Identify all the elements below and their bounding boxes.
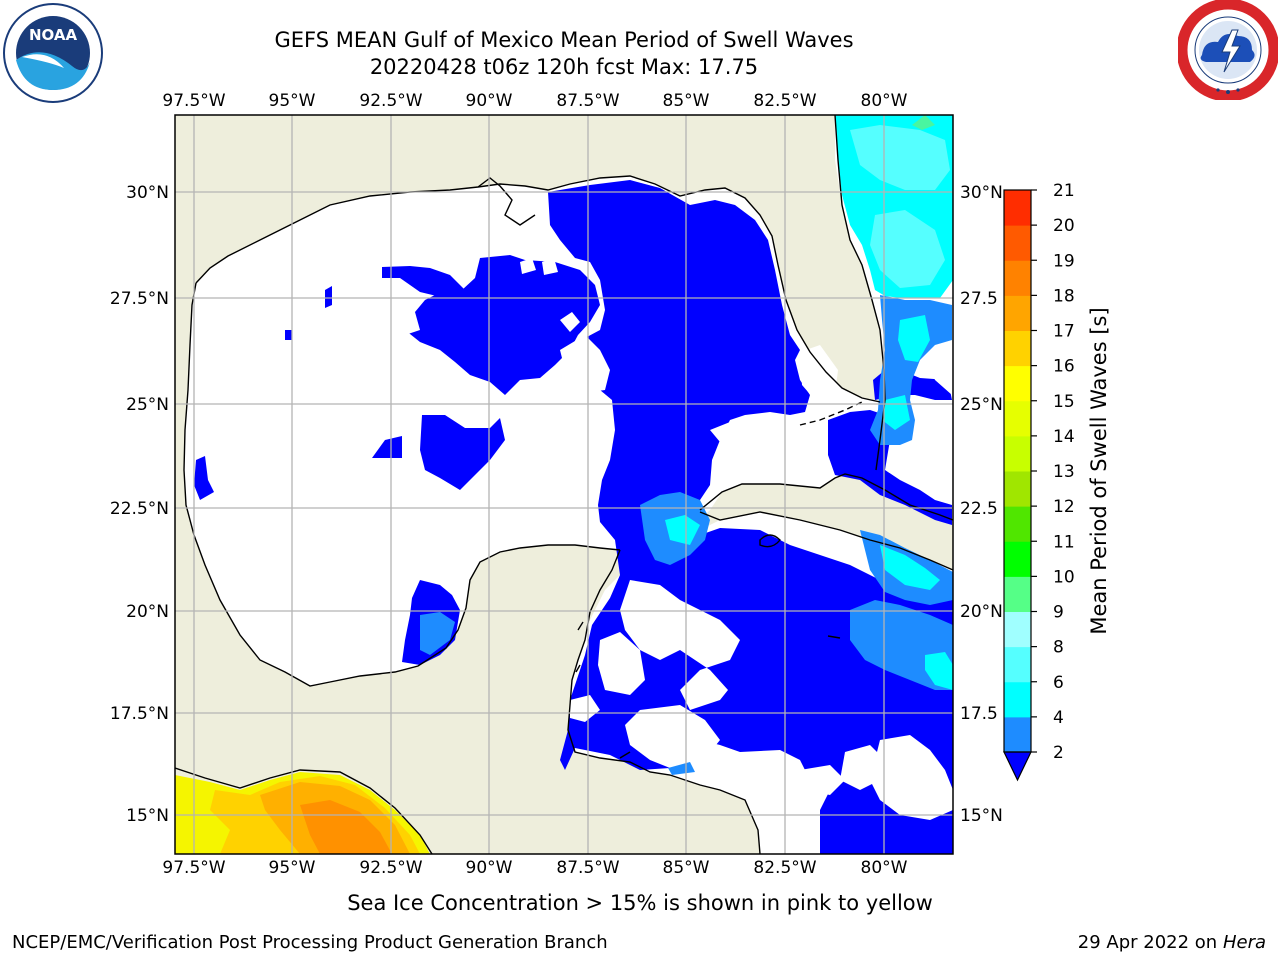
graticule — [175, 115, 953, 854]
chart-subtitle: 20220428 t06z 120h fcst Max: 17.75 — [369, 55, 759, 79]
colorbar-segment — [1004, 260, 1031, 296]
footer-host: Hera — [1222, 932, 1266, 953]
colorbar-segment — [1004, 681, 1031, 718]
lat-label: 20°N — [960, 602, 1003, 622]
colorbar-tick-label: 4 — [1053, 708, 1064, 728]
colorbar-tick-label: 17 — [1053, 322, 1075, 342]
lon-label: 85°W — [663, 91, 710, 111]
colorbar-tick-label: 6 — [1053, 673, 1064, 693]
colorbar-segment — [1004, 295, 1031, 331]
colorbar-segment — [1004, 506, 1031, 542]
footer-credit: NCEP/EMC/Verification Post Processing Pr… — [12, 932, 608, 953]
colorbar-segment — [1004, 646, 1031, 683]
lat-label: 15°N — [126, 806, 169, 826]
chart-title: GEFS MEAN Gulf of Mexico Mean Period of … — [274, 28, 854, 52]
lon-label: 82.5°W — [753, 858, 816, 878]
noaa-logo-text: NOAA — [29, 26, 78, 44]
colorbar-tick-label: 12 — [1053, 497, 1075, 517]
lat-label: 25°N — [126, 395, 169, 415]
lon-labels-bottom: 97.5°W 95°W 92.5°W 90°W 87.5°W 85°W 82.5… — [162, 858, 907, 878]
pacific-swell — [175, 772, 430, 854]
lon-label: 87.5°W — [556, 858, 619, 878]
lon-label: 90°W — [466, 91, 513, 111]
swell-band-9-10 — [912, 115, 935, 130]
colorbar-tick-label: 19 — [1053, 251, 1075, 271]
colorbar-tick-label: 9 — [1053, 603, 1064, 623]
colorbar-extend — [1003, 751, 1032, 782]
lon-label: 97.5°W — [162, 858, 225, 878]
lat-label: 22.5°N — [110, 499, 169, 519]
lat-labels-left: 30°N 27.5°N 25°N 22.5°N 20°N 17.5°N 15°N — [110, 183, 169, 826]
lon-label: 80°W — [861, 91, 908, 111]
colorbar: 2 4 6 8 9 10 11 12 13 14 15 16 17 18 19 20 21 — [1003, 181, 1075, 782]
lat-label: 17.5 — [960, 704, 998, 724]
lat-label: 22.5 — [960, 499, 998, 519]
lon-labels-top: 97.5°W 95°W 92.5°W 90°W 87.5°W 85°W 82.5… — [162, 91, 907, 111]
colorbar-tick-label: 21 — [1053, 181, 1075, 201]
lon-label: 80°W — [861, 858, 908, 878]
colorbar-tick-label: 2 — [1053, 743, 1064, 763]
swell-band-8-9 — [850, 125, 950, 288]
colorbar-segment — [1004, 716, 1031, 753]
coastlines — [183, 115, 953, 854]
colorbar-segment — [1004, 435, 1031, 472]
lat-labels-right: 30°N 27.5 25°N 22.5 20°N 17.5 15°N — [960, 183, 1003, 826]
colorbar-tick-label: 20 — [1053, 216, 1075, 236]
swell-gaps — [402, 258, 953, 820]
lon-label: 97.5°W — [162, 91, 225, 111]
colorbar-segment — [1004, 330, 1031, 367]
lon-label: 85°W — [663, 858, 710, 878]
lon-label: 90°W — [466, 858, 513, 878]
colorbar-segment — [1004, 611, 1031, 648]
colorbar-tick-label: 15 — [1053, 392, 1075, 412]
colorbar-tick-label: 14 — [1053, 427, 1075, 447]
swell-band-2-4 — [194, 180, 953, 854]
lon-label: 87.5°W — [556, 91, 619, 111]
lon-label: 95°W — [269, 91, 316, 111]
colorbar-segment — [1004, 365, 1031, 402]
colorbar-tick-label: 8 — [1053, 638, 1064, 658]
lat-label: 25°N — [960, 395, 1003, 415]
lat-label: 27.5°N — [110, 289, 169, 309]
lat-label: 20°N — [126, 602, 169, 622]
noaa-logo: NOAA — [3, 3, 103, 103]
lon-label: 92.5°W — [359, 91, 422, 111]
colorbar-segment — [1004, 471, 1031, 507]
lat-label: 15°N — [960, 806, 1003, 826]
lat-label: 17.5°N — [110, 704, 169, 724]
map-frame — [174, 114, 954, 855]
sea-ice-note: Sea Ice Concentration > 15% is shown in … — [347, 891, 933, 915]
colorbar-tick-label: 11 — [1053, 532, 1075, 552]
pacific-coastline — [175, 767, 433, 854]
colorbar-segment — [1004, 576, 1031, 612]
footer-date: 29 Apr 2022 on Hera — [1078, 932, 1266, 953]
colorbar-tick-label: 18 — [1053, 286, 1075, 306]
footer-date-text: 29 Apr 2022 on — [1077, 932, 1223, 953]
lon-label: 95°W — [269, 858, 316, 878]
colorbar-label: Mean Period of Swell Waves [s] — [1087, 307, 1111, 634]
lat-label: 27.5 — [960, 289, 998, 309]
map-area — [175, 115, 953, 854]
nws-logo — [1178, 0, 1278, 100]
colorbar-segment — [1004, 225, 1031, 261]
colorbar-tick-label: 13 — [1053, 462, 1075, 482]
lat-label: 30°N — [960, 183, 1003, 203]
lon-label: 82.5°W — [753, 91, 816, 111]
colorbar-segment — [1004, 190, 1031, 226]
lon-label: 92.5°W — [359, 858, 422, 878]
colorbar-tick-label: 10 — [1053, 567, 1075, 587]
lat-label: 30°N — [126, 183, 169, 203]
colorbar-segment — [1004, 400, 1031, 437]
colorbar-tick-label: 16 — [1053, 357, 1075, 377]
colorbar-segment — [1004, 541, 1031, 577]
